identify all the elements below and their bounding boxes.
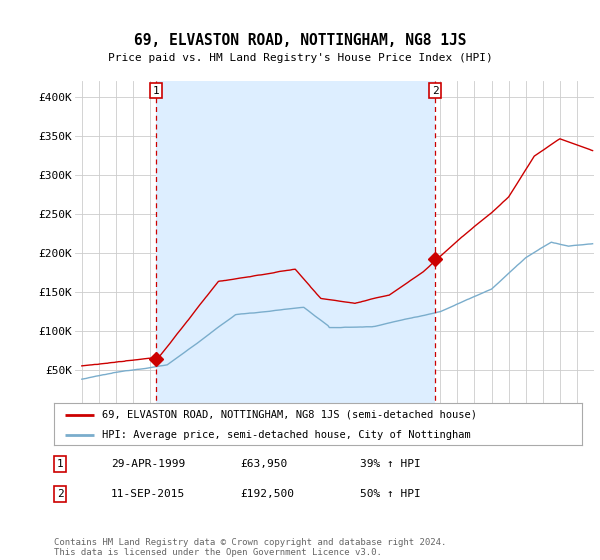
Text: HPI: Average price, semi-detached house, City of Nottingham: HPI: Average price, semi-detached house,… <box>101 430 470 440</box>
Text: 39% ↑ HPI: 39% ↑ HPI <box>360 459 421 469</box>
Text: 2: 2 <box>56 489 64 499</box>
Text: Price paid vs. HM Land Registry's House Price Index (HPI): Price paid vs. HM Land Registry's House … <box>107 53 493 63</box>
Bar <box>156 81 435 409</box>
Text: 11-SEP-2015: 11-SEP-2015 <box>111 489 185 499</box>
Text: 69, ELVASTON ROAD, NOTTINGHAM, NG8 1JS (semi-detached house): 69, ELVASTON ROAD, NOTTINGHAM, NG8 1JS (… <box>101 410 476 420</box>
Text: Contains HM Land Registry data © Crown copyright and database right 2024.
This d: Contains HM Land Registry data © Crown c… <box>54 538 446 557</box>
Text: 50% ↑ HPI: 50% ↑ HPI <box>360 489 421 499</box>
Text: 1: 1 <box>56 459 64 469</box>
Text: £63,950: £63,950 <box>240 459 287 469</box>
Text: 69, ELVASTON ROAD, NOTTINGHAM, NG8 1JS: 69, ELVASTON ROAD, NOTTINGHAM, NG8 1JS <box>134 32 466 48</box>
Text: £192,500: £192,500 <box>240 489 294 499</box>
Text: 2: 2 <box>432 86 439 96</box>
Text: 1: 1 <box>152 86 159 96</box>
Text: 29-APR-1999: 29-APR-1999 <box>111 459 185 469</box>
